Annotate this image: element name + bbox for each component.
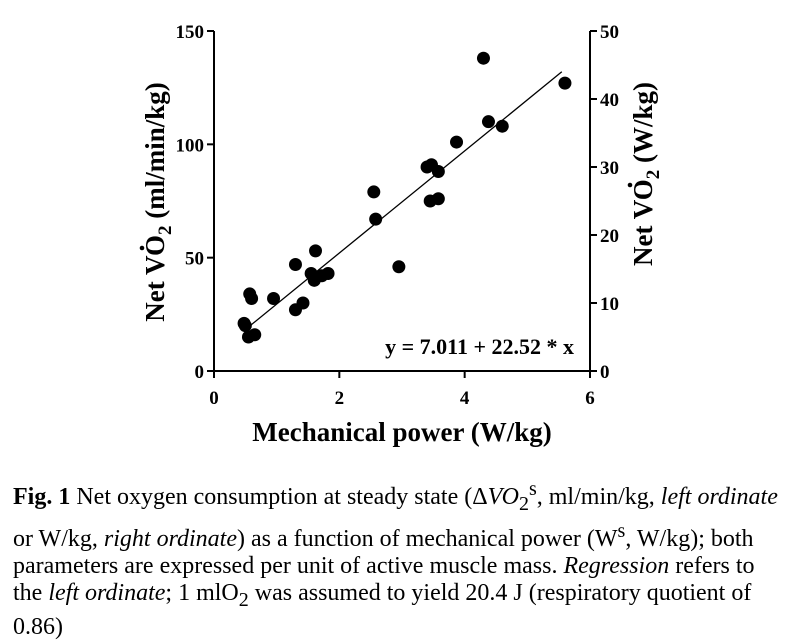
y-right-vdot <box>627 182 633 188</box>
data-point-4 <box>245 291 259 305</box>
regression-equation: y = 7.011 + 22.52 * x <box>385 334 574 359</box>
caption-right-ordinate: right ordinate <box>103 525 238 552</box>
data-point-5 <box>248 328 262 342</box>
y-left-tick-label-3: 150 <box>176 22 205 43</box>
ticks <box>207 30 597 378</box>
data-point-14 <box>321 267 335 281</box>
y-left-tick-label-0: 0 <box>195 362 205 383</box>
y-left-unit: (ml/min/kg) <box>140 82 170 225</box>
axes <box>213 31 591 372</box>
x-axis-title: Mechanical power (W/kg) <box>252 417 551 447</box>
y-right-o: O <box>628 179 658 200</box>
x-tick-label-2: 4 <box>460 388 470 409</box>
caption-text-5: , W/kg); both parameters are expressed p… <box>13 525 754 579</box>
y-right-tick-label-4: 40 <box>600 90 619 111</box>
y-left-tick-label-1: 50 <box>185 249 204 270</box>
caption-regression: Regression <box>563 552 670 579</box>
caption-vo2-o: O <box>501 484 519 510</box>
caption-left-ordinate-2: left ordinate <box>48 579 166 606</box>
svg-text:Net VO2 (W/kg): Net VO2 (W/kg) <box>628 82 664 266</box>
x-tick-label-1: 2 <box>335 388 345 409</box>
x-tick-label-3: 6 <box>585 388 595 409</box>
figure-caption: Fig. 1 Net oxygen consumption at steady … <box>13 476 785 641</box>
data-point-16 <box>369 212 383 226</box>
data-point-25 <box>481 115 495 129</box>
caption-w-sup: s <box>617 519 626 542</box>
regression-line <box>244 71 563 331</box>
data-point-17 <box>392 260 406 274</box>
caption-text-2: , ml/min/kg, <box>536 484 661 510</box>
caption-vo2-sub: 2 <box>518 492 529 515</box>
y-right-tick-label-5: 50 <box>600 22 619 43</box>
data-point-6 <box>267 291 281 305</box>
caption-o2-sub: 2 <box>238 588 249 611</box>
data-point-1 <box>238 319 252 333</box>
y-right-v: V <box>628 199 658 219</box>
data-points <box>237 51 572 344</box>
data-point-27 <box>558 76 572 90</box>
caption-text-3: or W/kg, <box>13 525 104 552</box>
caption-label: Fig. 1 <box>13 484 71 510</box>
y-left-prefix: Net <box>140 275 170 322</box>
caption-text-8: was assumed to yield 20.4 J (respiratory… <box>13 579 752 640</box>
y-left-sub: 2 <box>155 226 176 236</box>
y-right-sub: 2 <box>643 170 664 180</box>
data-point-24 <box>476 51 490 65</box>
data-point-22 <box>431 192 445 206</box>
svg-text:Net VO2 (ml/min/kg): Net VO2 (ml/min/kg) <box>140 82 176 322</box>
data-point-12 <box>309 244 323 258</box>
caption-text-6: refers to the <box>13 552 755 606</box>
y-right-unit: (W/kg) <box>628 82 658 170</box>
caption-left-ordinate: left ordinate <box>660 484 778 510</box>
y-left-tick-label-2: 100 <box>176 135 205 156</box>
x-tick-label-0: 0 <box>209 388 219 409</box>
data-point-21 <box>431 165 445 179</box>
data-point-23 <box>450 135 464 149</box>
y-axis-title-right: Net VO2 (W/kg) <box>628 82 664 266</box>
y-left-v: V <box>140 255 170 275</box>
caption-text-7: ; 1 mlO <box>165 579 239 606</box>
y-right-prefix: Net <box>628 219 658 266</box>
y-left-o: O <box>140 235 170 256</box>
data-point-7 <box>288 257 302 271</box>
data-point-26 <box>495 119 509 133</box>
y-axis-title-left: Net VO2 (ml/min/kg) <box>140 82 176 322</box>
caption-vo2-sup: s <box>528 478 537 500</box>
data-point-9 <box>296 296 310 310</box>
y-left-vdot <box>139 245 145 251</box>
y-right-tick-label-0: 0 <box>600 362 610 383</box>
caption-text-1: Net oxygen consumption at steady state (… <box>70 484 488 510</box>
y-right-tick-label-2: 20 <box>600 226 619 247</box>
y-right-tick-label-1: 10 <box>600 294 619 315</box>
data-point-15 <box>367 185 381 199</box>
caption-vo2-v: V <box>487 484 502 510</box>
y-right-tick-label-3: 30 <box>600 158 619 179</box>
caption-text-4: ) as a function of mechanical power (W <box>237 525 618 552</box>
